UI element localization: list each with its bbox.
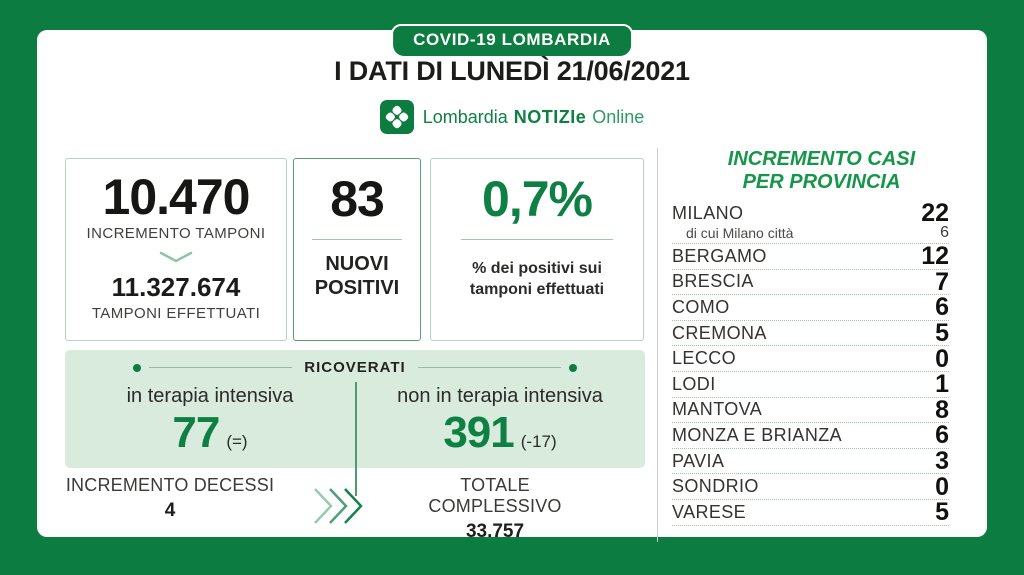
province-value: 1 (935, 370, 949, 399)
tamponi-total-value: 11.327.674 (111, 272, 241, 302)
province-title-line1: INCREMENTO CASI (727, 148, 916, 170)
province-value: 12 (921, 242, 949, 271)
header-line (417, 367, 561, 368)
nuovi-positivi-value: 83 (330, 171, 385, 227)
province-row: MANTOVA 8 (672, 395, 949, 424)
province-subname: di cui Milano città (686, 225, 794, 241)
decessi-label: INCREMENTO DECESSI (65, 475, 275, 495)
terapia-intensiva-value: 77 (172, 408, 220, 457)
chevron-down-icon (159, 251, 193, 263)
province-row: VARESE 5 (672, 500, 949, 526)
terapia-intensiva-block: in terapia intensiva 77 (=) (65, 376, 355, 456)
terapia-intensiva-delta: (=) (226, 432, 248, 451)
province-row: LODI 1 (672, 372, 949, 398)
totale-value: 33.757 (465, 521, 525, 542)
tamponi-box: 10.470 INCREMENTO TAMPONI 11.327.674 TAM… (65, 158, 287, 341)
ricoverati-header: RICOVERATI (133, 359, 577, 376)
percent-label: % dei positivi sui tamponi effettuati (469, 260, 605, 298)
province-list: MILANO 22 di cui Milano città 6 BERGAMO … (672, 201, 949, 526)
stat-boxes: 10.470 INCREMENTO TAMPONI 11.327.674 TAM… (65, 158, 645, 341)
province-name: BRESCIA (672, 271, 754, 292)
box-divider (311, 239, 403, 240)
triple-chevron-right-icon (314, 488, 363, 524)
green-dot-icon (133, 363, 141, 372)
logo-online: Online (592, 106, 645, 127)
province-name: MONZA E BRIANZA (672, 424, 843, 445)
province-value: 7 (935, 267, 949, 296)
decessi-value: 4 (164, 500, 176, 521)
totale-label: TOTALE COMPLESSIVO (428, 475, 562, 516)
province-row: LECCO 0 (672, 346, 949, 372)
province-name: PAVIA (672, 450, 725, 471)
non-terapia-intensiva-delta: (-17) (520, 432, 557, 451)
province-row: MILANO 22 (672, 199, 949, 227)
province-value: 6 (935, 293, 949, 322)
province-name: LODI (672, 373, 716, 394)
province-value: 22 (921, 199, 949, 227)
province-row: MONZA E BRIANZA 6 (672, 423, 949, 449)
box-divider (460, 239, 614, 240)
province-name: BERGAMO (672, 245, 767, 266)
province-row: COMO 6 (672, 295, 949, 321)
header-line (149, 367, 293, 368)
terapia-intensiva-label: in terapia intensiva (126, 385, 294, 407)
decessi-block: INCREMENTO DECESSI 4 (65, 475, 275, 522)
province-value: 3 (935, 447, 949, 476)
province-value: 6 (935, 421, 949, 450)
province-name: VARESE (672, 501, 747, 522)
province-subrow: di cui Milano città 6 (672, 225, 949, 244)
covid-banner-badge: COVID-19 LOMBARDIA (391, 24, 633, 58)
province-panel: INCREMENTO CASI PER PROVINCIA MILANO 22 … (658, 148, 985, 526)
ricoverati-title: RICOVERATI (304, 359, 406, 376)
percent-value: 0,7% (482, 171, 593, 227)
province-name: COMO (672, 296, 730, 317)
rosa-camuna-icon (379, 100, 414, 134)
province-value: 0 (935, 472, 949, 501)
tamponi-increment-value: 10.470 (102, 169, 251, 225)
province-row: PAVIA 3 (672, 449, 949, 475)
logo-wordmark: Lombardia NOTIZIe Online (423, 107, 645, 128)
province-row: CREMONA 5 (672, 321, 949, 347)
non-terapia-intensiva-value: 391 (443, 408, 514, 457)
percent-positivi-box: 0,7% % dei positivi sui tamponi effettua… (430, 158, 644, 341)
province-panel-title: INCREMENTO CASI PER PROVINCIA (658, 148, 985, 194)
province-subvalue: 6 (940, 224, 949, 241)
province-row: BERGAMO 12 (672, 244, 949, 270)
vertical-divider (355, 382, 357, 496)
tamponi-total-label: TAMPONI EFFETTUATI (91, 305, 261, 322)
totale-block: TOTALE COMPLESSIVO 33.757 (395, 475, 595, 543)
bottom-summary: INCREMENTO DECESSI 4 TOTALE COMPLESSIVO … (65, 475, 645, 542)
province-name: SONDRIO (672, 476, 759, 497)
nuovi-positivi-box: 83 NUOVI POSITIVI (293, 158, 421, 341)
province-value: 8 (935, 395, 949, 424)
ricoverati-columns: in terapia intensiva 77 (=) non in terap… (65, 376, 645, 496)
province-title-line2: PER PROVINCIA (742, 171, 901, 193)
green-dot-icon (569, 363, 577, 372)
ricoverati-panel: RICOVERATI in terapia intensiva 77 (=) n… (65, 350, 645, 496)
lombardia-notizie-logo: Lombardia NOTIZIe Online (37, 100, 987, 134)
province-value: 0 (935, 344, 949, 373)
province-name: CREMONA (672, 322, 767, 343)
province-name: MANTOVA (672, 399, 763, 420)
non-terapia-intensiva-block: non in terapia intensiva 391 (-17) (355, 376, 645, 456)
non-terapia-intensiva-label: non in terapia intensiva (397, 385, 603, 407)
tamponi-increment-label: INCREMENTO TAMPONI (86, 225, 266, 242)
nuovi-positivi-label: NUOVI POSITIVI (314, 253, 400, 299)
province-name: LECCO (672, 348, 737, 369)
logo-lombardia: Lombardia (422, 106, 508, 127)
section-separator (657, 148, 658, 542)
page-title: I DATI DI LUNEDÌ 21/06/2021 (334, 56, 690, 86)
content-sheet: COVID-19 LOMBARDIA I DATI DI LUNEDÌ 21/0… (37, 24, 987, 542)
logo-notizie: NOTIZIe (513, 106, 587, 127)
province-value: 5 (935, 319, 949, 348)
province-value: 5 (935, 498, 949, 527)
province-name: MILANO (672, 202, 744, 223)
province-row: SONDRIO 0 (672, 474, 949, 500)
province-row: BRESCIA 7 (672, 267, 949, 296)
